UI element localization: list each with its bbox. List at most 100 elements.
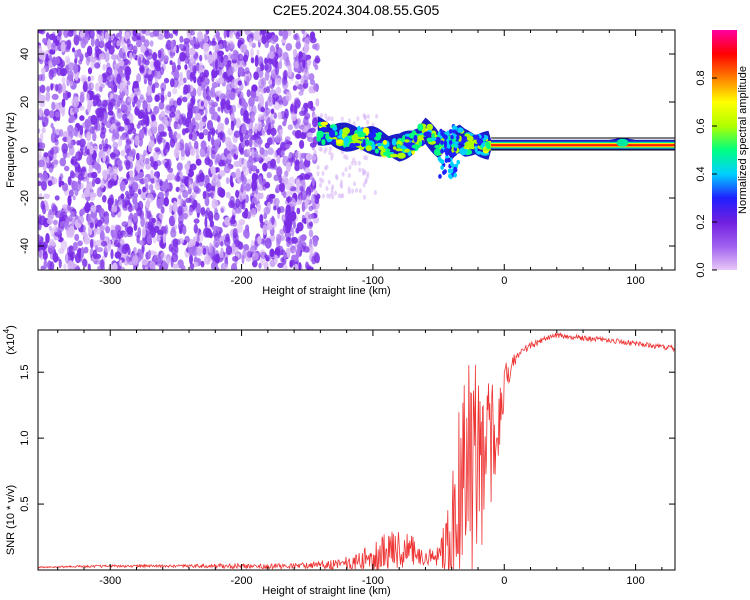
spectrogram-cell	[54, 102, 59, 109]
spectrogram-cell	[92, 132, 97, 142]
spectrogram-cell	[53, 159, 59, 165]
spectrogram-cell	[260, 107, 266, 113]
spectrogram-cell	[328, 150, 332, 156]
spectrogram-cell	[45, 203, 49, 211]
spectrogram-cell	[335, 139, 344, 144]
spectrogram-cell	[392, 146, 397, 150]
spectrogram-cell	[295, 150, 302, 159]
spectrogram-cell	[280, 149, 285, 158]
spectrogram-cell	[153, 106, 158, 116]
spectrogram-cell	[302, 58, 306, 69]
spectrogram-cell	[138, 171, 145, 179]
spectrogram-cell	[86, 148, 91, 155]
spectrogram-cell	[39, 142, 43, 151]
spectrogram-cell	[304, 54, 312, 60]
spectrogram-cell	[309, 243, 314, 255]
spectrogram-cell	[76, 48, 82, 58]
spectrogram-cell	[140, 217, 145, 228]
spectrogram-cell	[120, 99, 125, 107]
spectrogram-cell	[210, 192, 214, 199]
spectrogram-cell	[177, 64, 181, 71]
spectrogram-cell	[109, 152, 117, 158]
spectrogram-cell	[46, 218, 54, 225]
spectrogram-cell	[126, 226, 134, 235]
spectrogram-cell	[48, 59, 52, 68]
spectrogram-cell	[128, 205, 133, 213]
spectrogram-cell	[208, 214, 214, 223]
spectrogram-x-tick-label: 100	[626, 275, 644, 287]
spectrogram-cell	[112, 141, 119, 150]
spectrogram-cell	[38, 180, 42, 186]
spectrogram-cell	[206, 120, 214, 131]
spectrogram-cell	[243, 244, 250, 251]
spectrogram-cell	[307, 132, 313, 138]
spectrogram-cell	[426, 123, 434, 131]
spectrogram-cell	[86, 45, 93, 57]
spectrogram-cell	[243, 158, 248, 170]
spectrogram-cell	[120, 193, 125, 200]
spectrogram-cell	[184, 64, 188, 70]
spectrogram-cell	[242, 54, 249, 63]
spectrogram-cell	[79, 105, 85, 111]
spectrogram-cell	[255, 173, 259, 180]
spectrogram-cell	[151, 114, 156, 123]
spectrogram-cell	[180, 147, 186, 157]
snr-y-tick-label: 1.5	[19, 365, 31, 380]
spectrogram-cell	[164, 104, 172, 114]
spectrogram-cell	[68, 228, 74, 239]
spectrogram-cell	[73, 126, 79, 137]
spectrogram-cell	[63, 165, 70, 172]
spectrogram-cell	[316, 171, 320, 177]
spectrogram-cell	[149, 250, 156, 256]
spectrogram-cell	[94, 253, 102, 259]
spectrogram-cell	[191, 191, 197, 199]
spectrogram-cell	[239, 173, 246, 182]
spectrogram-cell	[145, 163, 152, 170]
spectrogram-cell	[82, 36, 89, 45]
spectrogram-cell	[97, 111, 105, 122]
spectrogram-cell	[222, 235, 227, 241]
spectrogram-cell	[330, 152, 334, 158]
spectrogram-cell	[154, 94, 160, 102]
spectrogram-cell	[85, 131, 92, 142]
spectrogram-cell	[296, 35, 301, 47]
spectrogram-cell	[51, 93, 59, 100]
spectrogram-cell	[38, 159, 45, 168]
spectrogram-cell	[206, 95, 212, 101]
spectrogram-cell	[87, 67, 93, 75]
spectrogram-cell	[76, 123, 81, 129]
spectrogram-cell	[60, 68, 67, 77]
spectrogram-cell	[198, 132, 205, 140]
spectrogram-cell	[135, 152, 140, 161]
spectrogram-cell	[309, 100, 314, 110]
spectrogram-cell	[203, 69, 209, 78]
spectrogram-cell	[188, 122, 193, 133]
spectrogram-cell	[221, 132, 226, 143]
spectrogram-cell	[285, 43, 293, 51]
spectrogram-cell	[153, 72, 158, 79]
spectrogram-cell	[279, 129, 283, 135]
spectrogram-cell	[61, 82, 67, 94]
spectrogram-cell	[237, 53, 244, 62]
spectrogram-cell	[453, 172, 458, 178]
spectrogram-cell	[162, 233, 166, 244]
spectrogram-cell	[233, 160, 241, 168]
spectrogram-cell	[51, 101, 56, 111]
spectrogram-cell	[60, 41, 66, 53]
spectrogram-cell	[264, 237, 272, 249]
spectrogram-cell	[284, 59, 291, 67]
spectrogram-cell	[199, 71, 206, 83]
spectrogram-cell	[193, 75, 197, 84]
spectrogram-cell	[45, 91, 51, 102]
spectrogram-cell	[282, 263, 288, 270]
spectrogram-cell	[304, 158, 311, 168]
spectrogram-cell	[99, 224, 105, 232]
spectrogram-cell	[309, 36, 317, 44]
spectrogram-cell	[456, 127, 464, 133]
spectrogram-cell	[191, 117, 196, 126]
spectrogram-cell	[270, 108, 275, 115]
spectrogram-cell	[433, 148, 442, 156]
spectrogram-cell	[63, 263, 67, 270]
spectrogram-cell	[439, 158, 443, 164]
spectrogram-cell	[53, 224, 58, 233]
